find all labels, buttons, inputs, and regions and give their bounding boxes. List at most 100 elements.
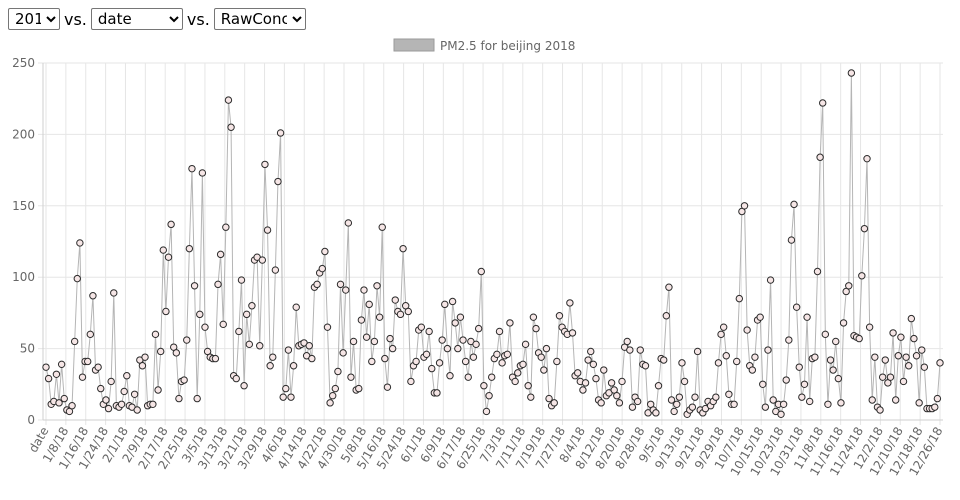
data-point[interactable] xyxy=(407,377,415,386)
data-point[interactable] xyxy=(323,323,332,331)
data-point[interactable] xyxy=(782,376,790,384)
data-point[interactable] xyxy=(425,327,433,336)
data-point[interactable] xyxy=(52,370,61,378)
data-point[interactable] xyxy=(89,292,97,300)
data-point[interactable] xyxy=(886,373,895,381)
data-point[interactable] xyxy=(365,300,373,309)
data-point[interactable] xyxy=(308,354,316,363)
data-point[interactable] xyxy=(633,397,642,406)
data-point[interactable] xyxy=(196,310,204,319)
data-point[interactable] xyxy=(477,267,485,276)
data-point[interactable] xyxy=(435,359,444,367)
data-point[interactable] xyxy=(803,313,811,321)
data-point[interactable] xyxy=(568,329,577,337)
data-point[interactable] xyxy=(441,300,449,309)
data-point[interactable] xyxy=(459,336,467,344)
data-point[interactable] xyxy=(334,367,342,376)
data-point[interactable] xyxy=(274,177,282,186)
data-point[interactable] xyxy=(154,386,162,394)
data-point[interactable] xyxy=(355,384,363,393)
data-point[interactable] xyxy=(910,334,918,343)
data-point[interactable] xyxy=(769,396,777,404)
data-point[interactable] xyxy=(662,312,671,320)
data-point[interactable] xyxy=(164,253,173,261)
data-point[interactable] xyxy=(837,399,845,407)
data-point[interactable] xyxy=(652,409,660,417)
data-point[interactable] xyxy=(261,160,269,169)
data-point[interactable] xyxy=(159,246,167,254)
data-point[interactable] xyxy=(368,357,376,366)
data-point[interactable] xyxy=(149,400,157,408)
data-point[interactable] xyxy=(751,353,759,361)
data-point[interactable] xyxy=(607,379,616,387)
data-point[interactable] xyxy=(912,352,921,360)
data-point[interactable] xyxy=(305,342,313,350)
data-point[interactable] xyxy=(730,400,738,408)
data-point[interactable] xyxy=(863,154,871,163)
data-point[interactable] xyxy=(373,282,381,290)
data-point[interactable] xyxy=(417,323,426,331)
data-point[interactable] xyxy=(503,350,512,359)
data-point[interactable] xyxy=(506,319,514,327)
legend-label[interactable]: PM2.5 for beijing 2018 xyxy=(440,39,575,53)
data-point[interactable] xyxy=(370,337,379,346)
data-point[interactable] xyxy=(287,393,295,401)
data-point[interactable] xyxy=(55,399,63,407)
y-axis-select[interactable]: RawConc xyxy=(213,8,306,30)
data-point[interactable] xyxy=(678,359,686,367)
data-point[interactable] xyxy=(574,369,582,377)
data-point[interactable] xyxy=(792,303,801,311)
data-point[interactable] xyxy=(529,313,538,321)
data-point[interactable] xyxy=(897,333,905,341)
data-point[interactable] xyxy=(618,377,626,386)
data-point[interactable] xyxy=(626,346,634,354)
data-point[interactable] xyxy=(292,303,300,311)
data-point[interactable] xyxy=(482,407,491,416)
data-point[interactable] xyxy=(540,366,548,374)
data-point[interactable] xyxy=(764,346,772,354)
data-point[interactable] xyxy=(70,337,79,346)
data-point[interactable] xyxy=(673,400,681,408)
data-point[interactable] xyxy=(623,337,631,346)
data-point[interactable] xyxy=(329,392,337,400)
data-point[interactable] xyxy=(76,239,84,247)
data-point[interactable] xyxy=(232,374,240,383)
data-point[interactable] xyxy=(858,272,866,280)
data-point[interactable] xyxy=(600,366,608,374)
data-point[interactable] xyxy=(816,153,824,161)
data-point[interactable] xyxy=(537,353,545,361)
data-point[interactable] xyxy=(339,349,347,357)
data-point[interactable] xyxy=(282,384,290,393)
data-point[interactable] xyxy=(107,377,115,386)
data-point[interactable] xyxy=(733,357,741,366)
data-point[interactable] xyxy=(412,357,420,366)
data-point[interactable] xyxy=(899,377,908,386)
data-point[interactable] xyxy=(847,69,856,77)
data-point[interactable] xyxy=(819,99,827,107)
data-point[interactable] xyxy=(240,382,248,390)
data-point[interactable] xyxy=(480,382,488,390)
data-point[interactable] xyxy=(514,369,522,377)
data-point[interactable] xyxy=(461,357,470,366)
data-point[interactable] xyxy=(162,307,170,316)
data-point[interactable] xyxy=(889,329,897,337)
data-point[interactable] xyxy=(266,362,274,370)
data-point[interactable] xyxy=(824,400,832,408)
data-point[interactable] xyxy=(628,403,637,411)
data-point[interactable] xyxy=(550,399,558,407)
data-point[interactable] xyxy=(138,362,147,370)
data-point[interactable] xyxy=(188,164,196,173)
data-point[interactable] xyxy=(175,394,183,403)
data-point[interactable] xyxy=(180,376,188,384)
data-point[interactable] xyxy=(759,380,767,388)
data-point[interactable] xyxy=(566,299,574,307)
data-point[interactable] xyxy=(362,333,371,341)
data-point[interactable] xyxy=(360,286,368,294)
data-point[interactable] xyxy=(597,399,605,407)
data-point[interactable] xyxy=(613,392,621,400)
data-point[interactable] xyxy=(73,274,81,283)
data-point[interactable] xyxy=(94,363,102,371)
data-point[interactable] xyxy=(42,363,50,371)
data-point[interactable] xyxy=(448,297,457,306)
data-point[interactable] xyxy=(589,360,598,369)
